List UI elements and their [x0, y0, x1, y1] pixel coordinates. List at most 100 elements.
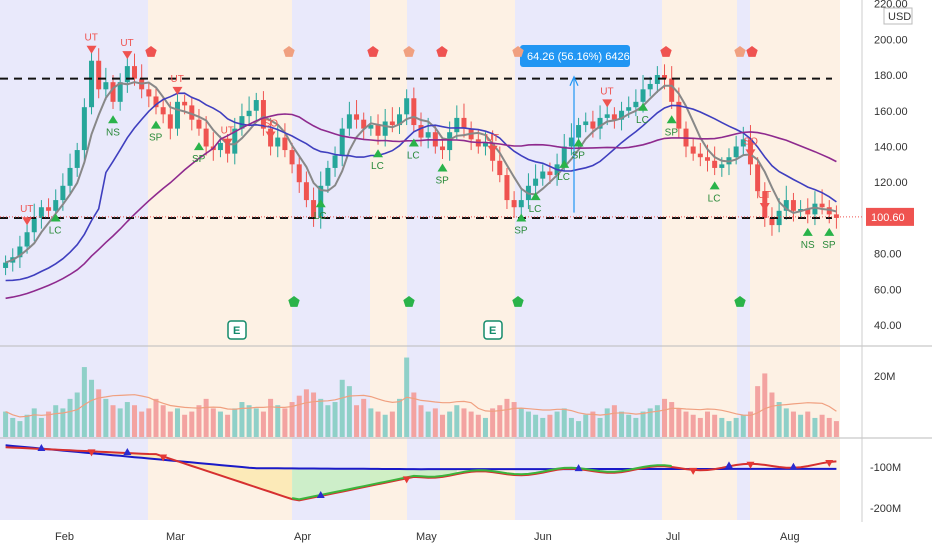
candle-body[interactable] [447, 132, 453, 151]
volume-bar[interactable] [425, 411, 431, 437]
candle-body[interactable] [611, 114, 617, 120]
candle-body[interactable] [275, 137, 281, 147]
candle-body[interactable] [783, 200, 789, 211]
volume-bar[interactable] [805, 411, 811, 437]
volume-bar[interactable] [418, 405, 424, 437]
volume-bar[interactable] [454, 405, 460, 437]
candle-body[interactable] [540, 171, 546, 179]
volume-bar[interactable] [626, 414, 632, 437]
candle-body[interactable] [132, 66, 138, 79]
candle-body[interactable] [497, 160, 503, 176]
volume-bar[interactable] [662, 398, 668, 437]
volume-bar[interactable] [67, 398, 73, 437]
volume-bar[interactable] [604, 408, 610, 437]
volume-bar[interactable] [17, 421, 23, 437]
candle-body[interactable] [826, 207, 832, 215]
volume-bar[interactable] [547, 414, 553, 437]
volume-bar[interactable] [339, 379, 345, 437]
volume-bar[interactable] [260, 411, 266, 437]
volume-bar[interactable] [733, 417, 739, 437]
volume-bar[interactable] [669, 402, 675, 437]
candle-body[interactable] [325, 167, 331, 186]
candle-body[interactable] [404, 98, 410, 115]
candle-body[interactable] [798, 209, 804, 211]
volume-bar[interactable] [726, 421, 732, 437]
candle-body[interactable] [583, 121, 589, 126]
candle-body[interactable] [418, 125, 424, 138]
volume-bar[interactable] [833, 421, 839, 437]
candle-body[interactable] [389, 121, 395, 126]
volume-bar[interactable] [275, 405, 281, 437]
candle-body[interactable] [110, 82, 116, 102]
volume-bar[interactable] [232, 408, 238, 437]
indicator-pane[interactable] [5, 443, 837, 502]
candle-body[interactable] [289, 150, 295, 165]
volume-bar[interactable] [46, 411, 52, 437]
volume-bar[interactable] [719, 417, 725, 437]
volume-bar[interactable] [540, 417, 546, 437]
candle-body[interactable] [3, 262, 9, 268]
candle-body[interactable] [382, 121, 388, 136]
volume-bar[interactable] [203, 398, 209, 437]
volume-bar[interactable] [246, 405, 252, 437]
earnings-marker[interactable] [227, 320, 247, 340]
candle-body[interactable] [619, 110, 625, 120]
candle-body[interactable] [246, 110, 252, 117]
volume-bar[interactable] [53, 405, 59, 437]
volume-bar[interactable] [296, 395, 302, 437]
volume-bar[interactable] [303, 389, 309, 437]
volume-bar[interactable] [704, 411, 710, 437]
candle-body[interactable] [38, 207, 44, 218]
candle-body[interactable] [60, 185, 66, 201]
candle-body[interactable] [232, 128, 238, 154]
volume-bar[interactable] [60, 408, 66, 437]
currency-box[interactable] [883, 7, 913, 25]
volume-bar[interactable] [619, 411, 625, 437]
volume-bar[interactable] [554, 411, 560, 437]
volume-bar[interactable] [389, 411, 395, 437]
volume-bar[interactable] [24, 414, 30, 437]
volume-bar[interactable] [81, 367, 87, 437]
volume-bar[interactable] [740, 414, 746, 437]
candle-body[interactable] [719, 164, 725, 168]
candle-body[interactable] [561, 146, 567, 165]
volume-bar[interactable] [447, 411, 453, 437]
candle-body[interactable] [504, 175, 510, 201]
candle-body[interactable] [103, 82, 109, 90]
volume-bar[interactable] [597, 417, 603, 437]
candle-body[interactable] [533, 178, 539, 186]
volume-bar[interactable] [819, 414, 825, 437]
volume-bar[interactable] [382, 414, 388, 437]
candle-body[interactable] [590, 121, 596, 129]
price-pane[interactable]: 64.26 (56.16%) 6426 E E UT UT UT UT UT UT UT UT SO S… [0, 33, 862, 340]
candle-body[interactable] [24, 232, 30, 247]
volume-bar[interactable] [747, 411, 753, 437]
candle-body[interactable] [604, 114, 610, 118]
volume-bar[interactable] [31, 408, 37, 437]
candle-body[interactable] [697, 153, 703, 158]
volume-bar[interactable] [504, 398, 510, 437]
candle-body[interactable] [182, 101, 188, 106]
volume-bar[interactable] [776, 402, 782, 437]
candle-body[interactable] [339, 128, 345, 156]
volume-bar[interactable] [676, 408, 682, 437]
candle-body[interactable] [67, 167, 73, 186]
volume-bar[interactable] [475, 414, 481, 437]
volume-bar[interactable] [561, 408, 567, 437]
candle-body[interactable] [568, 137, 574, 147]
volume-bar[interactable] [74, 392, 80, 438]
volume-bar[interactable] [196, 405, 202, 437]
candle-body[interactable] [189, 105, 195, 120]
volume-bar[interactable] [490, 408, 496, 437]
volume-bar[interactable] [590, 411, 596, 437]
candle-body[interactable] [146, 89, 152, 97]
volume-bar[interactable] [812, 417, 818, 437]
candle-body[interactable] [425, 132, 431, 138]
candle-body[interactable] [755, 164, 761, 192]
volume-bar[interactable] [117, 408, 123, 437]
volume-pane[interactable] [3, 357, 839, 438]
volume-bar[interactable] [826, 417, 832, 437]
earnings-marker[interactable] [483, 320, 503, 340]
volume-bar[interactable] [611, 405, 617, 437]
candle-body[interactable] [303, 182, 309, 201]
